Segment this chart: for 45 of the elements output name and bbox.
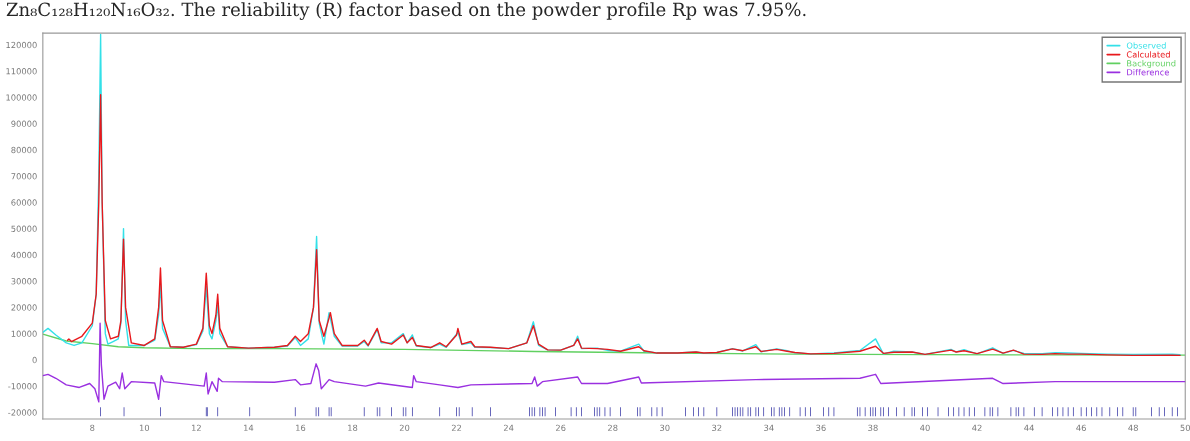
x-tick-label: 46 — [1076, 424, 1086, 431]
x-tick-label: 20 — [399, 424, 410, 431]
y-tick-label: 60000 — [11, 199, 37, 206]
legend-label: Difference — [1127, 68, 1169, 76]
x-tick-label: 26 — [556, 424, 566, 431]
y-tick-label: 40000 — [11, 251, 37, 259]
legend-label: Observed — [1126, 42, 1166, 49]
x-tick-label: 36 — [816, 424, 826, 431]
x-tick-label: 18 — [348, 424, 358, 431]
x-tick-label: 44 — [1024, 424, 1034, 431]
x-tick-label: 14 — [244, 424, 254, 431]
y-tick-label: 90000 — [11, 120, 37, 127]
x-tick-label: 40 — [920, 424, 930, 431]
y-tick-label: 120000 — [6, 41, 37, 49]
y-tick-label: 50000 — [11, 225, 37, 232]
x-tick-label: 16 — [296, 424, 306, 431]
x-tick-label: 8 — [90, 424, 95, 431]
y-tick-label: 30000 — [11, 278, 37, 285]
x-tick-label: 48 — [1128, 424, 1138, 431]
x-tick-label: 50 — [1180, 424, 1190, 431]
y-tick-label: 10000 — [11, 330, 37, 337]
x-tick-label: 38 — [868, 424, 878, 431]
line-series — [42, 333, 1186, 356]
x-tick-label: 42 — [972, 424, 982, 431]
y-tick-label: 100000 — [6, 94, 37, 101]
legend-label: Background — [1127, 60, 1176, 69]
y-tick-label: 0 — [32, 356, 37, 364]
y-tick-label: 80000 — [11, 146, 37, 154]
y-tick-label: -10000 — [8, 383, 37, 390]
line-series — [42, 322, 1186, 403]
x-tick-label: 30 — [660, 424, 670, 431]
x-tick-label: 28 — [608, 424, 618, 431]
x-tick-label: 32 — [712, 424, 722, 431]
y-tick-label: -20000 — [8, 409, 37, 416]
legend-label: Calculated — [1126, 51, 1170, 58]
x-tick-label: 24 — [503, 424, 514, 431]
chart-title: Zn₈C₁₂₈H₁₂₀N₁₆O₃₂. The reliability (R) factor based on the powder profile Rp was 7.95%. — [6, 2, 806, 20]
y-tick-label: 70000 — [11, 173, 37, 180]
line-series — [66, 94, 1181, 357]
x-tick-label: 12 — [191, 424, 201, 431]
x-tick-label: 10 — [139, 424, 150, 431]
y-tick-label: 20000 — [11, 304, 37, 311]
x-tick-label: 22 — [451, 424, 462, 431]
x-tick-label: 34 — [764, 424, 774, 431]
y-tick-label: 110000 — [6, 68, 37, 75]
